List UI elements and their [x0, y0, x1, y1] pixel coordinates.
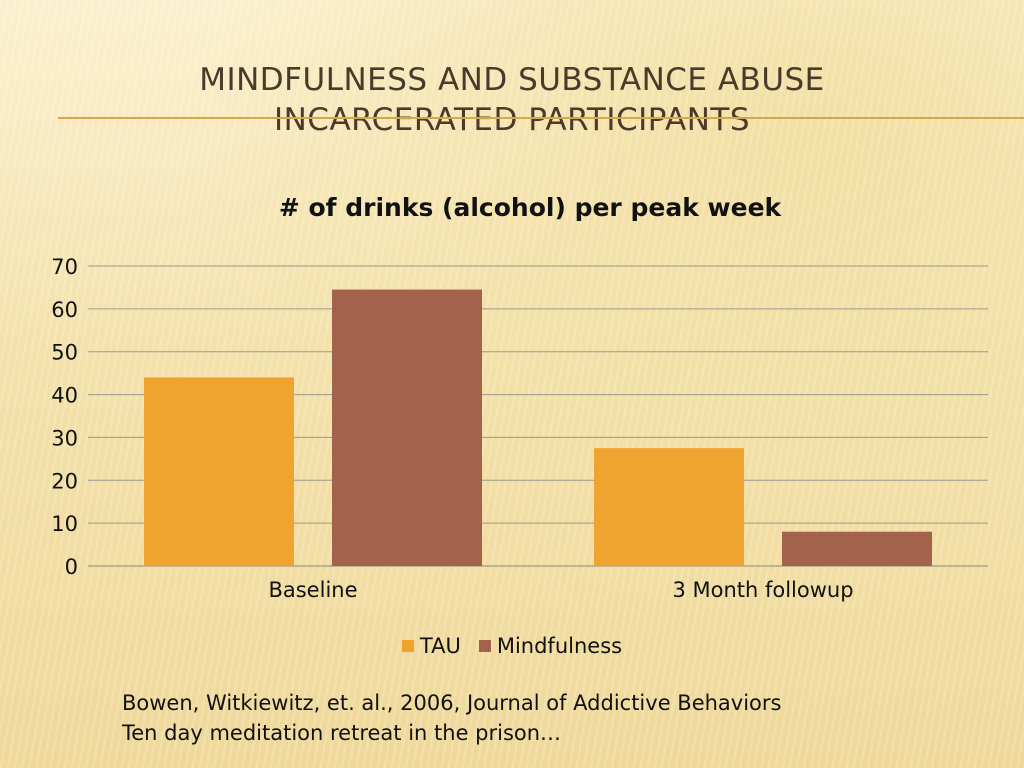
slide-title: MINDFULNESS AND SUBSTANCE ABUSE INCARCER…: [0, 60, 1024, 140]
y-tick-label: 20: [51, 469, 78, 493]
y-tick-label: 10: [51, 512, 78, 536]
y-tick-label: 0: [65, 555, 78, 579]
citation-line-1: Bowen, Witkiewitz, et. al., 2006, Journa…: [122, 691, 782, 715]
chart-legend: TAU Mindfulness: [0, 634, 1024, 658]
citation-line-2: Ten day meditation retreat in the prison…: [122, 721, 562, 745]
bar-tau-0: [144, 377, 294, 566]
y-tick-label: 40: [51, 384, 78, 408]
legend-swatch-tau: [401, 640, 414, 652]
citation: Bowen, Witkiewitz, et. al., 2006, Journa…: [122, 688, 781, 748]
y-tick-label: 30: [51, 426, 78, 450]
y-tick-label: 70: [51, 255, 78, 279]
title-divider: [58, 117, 1024, 119]
bar-mindfulness-0: [332, 289, 482, 566]
slide-title-line-1: MINDFULNESS AND SUBSTANCE ABUSE: [199, 62, 825, 98]
x-tick-label: 3 Month followup: [672, 578, 853, 602]
legend-label-mindfulness: Mindfulness: [496, 634, 623, 658]
x-tick-label: Baseline: [268, 578, 357, 602]
y-tick-label: 60: [51, 298, 78, 322]
slide-title-line-2: INCARCERATED PARTICIPANTS: [273, 102, 751, 138]
legend-label-tau: TAU: [419, 634, 461, 658]
bar-tau-1: [594, 448, 744, 566]
legend-item-tau: TAU: [401, 634, 461, 658]
legend-swatch-mindfulness: [478, 640, 491, 652]
y-tick-label: 50: [51, 341, 78, 365]
chart-title: # of drinks (alcohol) per peak week: [278, 193, 782, 222]
bar-chart: 0 10 20 30 40 50 60 70 Baseline 3 Month followup: [51, 255, 988, 602]
legend-item-mindfulness: Mindfulness: [478, 634, 623, 658]
bar-mindfulness-1: [782, 531, 932, 566]
